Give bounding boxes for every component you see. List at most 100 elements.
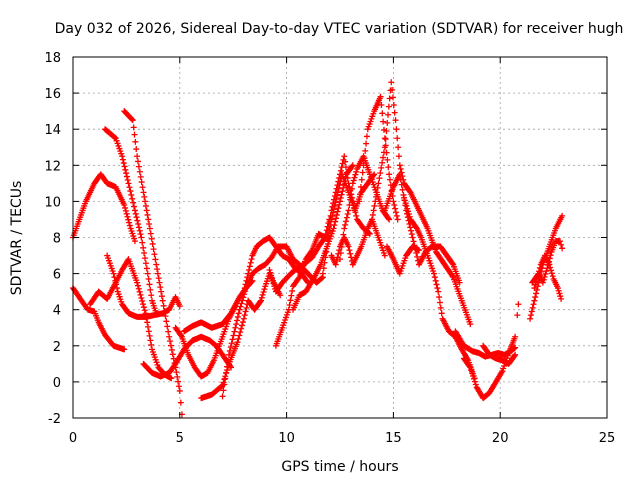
data-point — [322, 254, 329, 261]
data-point — [134, 282, 141, 289]
data-point — [541, 273, 548, 280]
data-point — [132, 138, 139, 145]
data-point — [512, 351, 519, 358]
data-point — [261, 286, 268, 293]
data-point — [337, 256, 343, 263]
data-point — [137, 231, 144, 238]
data-point — [139, 184, 146, 191]
data-point — [336, 174, 343, 181]
data-point — [289, 287, 296, 294]
data-point — [381, 135, 388, 142]
data-point — [389, 94, 396, 101]
data-point — [348, 254, 355, 261]
data-point — [392, 205, 399, 212]
data-point — [380, 149, 387, 156]
data-point — [531, 285, 538, 292]
x-axis-label: GPS time / hours — [281, 459, 398, 475]
data-point — [175, 383, 182, 390]
data-point — [342, 158, 349, 165]
data-point — [390, 198, 397, 205]
data-point — [342, 164, 349, 171]
data-point — [147, 230, 154, 237]
data-point — [359, 169, 366, 176]
data-point — [408, 227, 415, 234]
data-point — [557, 238, 564, 245]
data-point — [143, 207, 150, 214]
data-point — [436, 299, 443, 306]
data-point — [381, 252, 388, 259]
data-point — [142, 198, 149, 205]
data-point — [132, 210, 139, 217]
data-point — [240, 315, 247, 322]
data-point — [236, 332, 243, 339]
series-arc-21 — [369, 79, 474, 328]
data-point — [536, 264, 543, 271]
data-point — [540, 276, 547, 283]
data-point — [386, 171, 393, 178]
data-point — [559, 212, 566, 219]
series-arc-11 — [198, 270, 284, 402]
data-point — [328, 207, 335, 214]
data-point — [140, 304, 147, 311]
data-point — [143, 314, 150, 321]
data-point — [120, 160, 127, 167]
series-arc-29 — [527, 212, 566, 322]
data-point — [175, 378, 182, 385]
data-point — [177, 399, 184, 406]
data-point — [125, 180, 132, 187]
data-point — [321, 235, 328, 242]
data-point — [319, 270, 326, 277]
data-point — [467, 321, 474, 328]
data-point — [385, 215, 392, 222]
series-arc-3 — [121, 108, 185, 418]
data-point — [559, 245, 566, 252]
data-point — [142, 255, 149, 262]
data-point — [220, 379, 227, 386]
data-point — [329, 203, 336, 210]
data-point — [471, 378, 478, 385]
data-point — [333, 257, 340, 264]
data-point — [391, 109, 398, 116]
data-point — [530, 301, 537, 308]
series-arc-31 — [531, 252, 565, 302]
data-point — [380, 154, 387, 161]
data-point — [334, 208, 341, 215]
data-point — [357, 191, 364, 198]
data-point — [549, 273, 556, 280]
data-point — [335, 205, 342, 212]
data-point — [385, 103, 392, 110]
data-point — [386, 95, 393, 102]
data-point — [137, 173, 144, 180]
data-point — [535, 268, 542, 275]
data-point — [330, 225, 337, 232]
data-point — [257, 298, 264, 305]
data-point — [323, 248, 330, 255]
data-point — [334, 182, 341, 189]
data-point — [158, 293, 165, 300]
data-points — [70, 79, 566, 418]
data-point — [333, 185, 340, 192]
data-point — [286, 302, 293, 309]
y-tick-label: 18 — [44, 51, 61, 66]
data-point — [219, 382, 226, 389]
data-point — [131, 238, 138, 245]
data-point — [167, 338, 174, 345]
data-point — [129, 117, 136, 124]
series-arc-6 — [87, 256, 175, 382]
data-point — [123, 173, 130, 180]
data-point — [246, 263, 253, 270]
data-point — [350, 177, 357, 184]
series-arc-23 — [401, 194, 478, 382]
data-point — [341, 225, 348, 232]
data-point — [357, 183, 364, 190]
data-point — [543, 268, 550, 275]
data-point — [121, 163, 128, 170]
data-point — [166, 333, 173, 340]
data-point — [135, 285, 142, 292]
data-point — [382, 136, 389, 143]
data-point — [295, 275, 302, 282]
data-point — [239, 322, 246, 329]
data-point — [409, 234, 416, 241]
data-point — [131, 207, 138, 214]
data-point — [542, 270, 549, 277]
